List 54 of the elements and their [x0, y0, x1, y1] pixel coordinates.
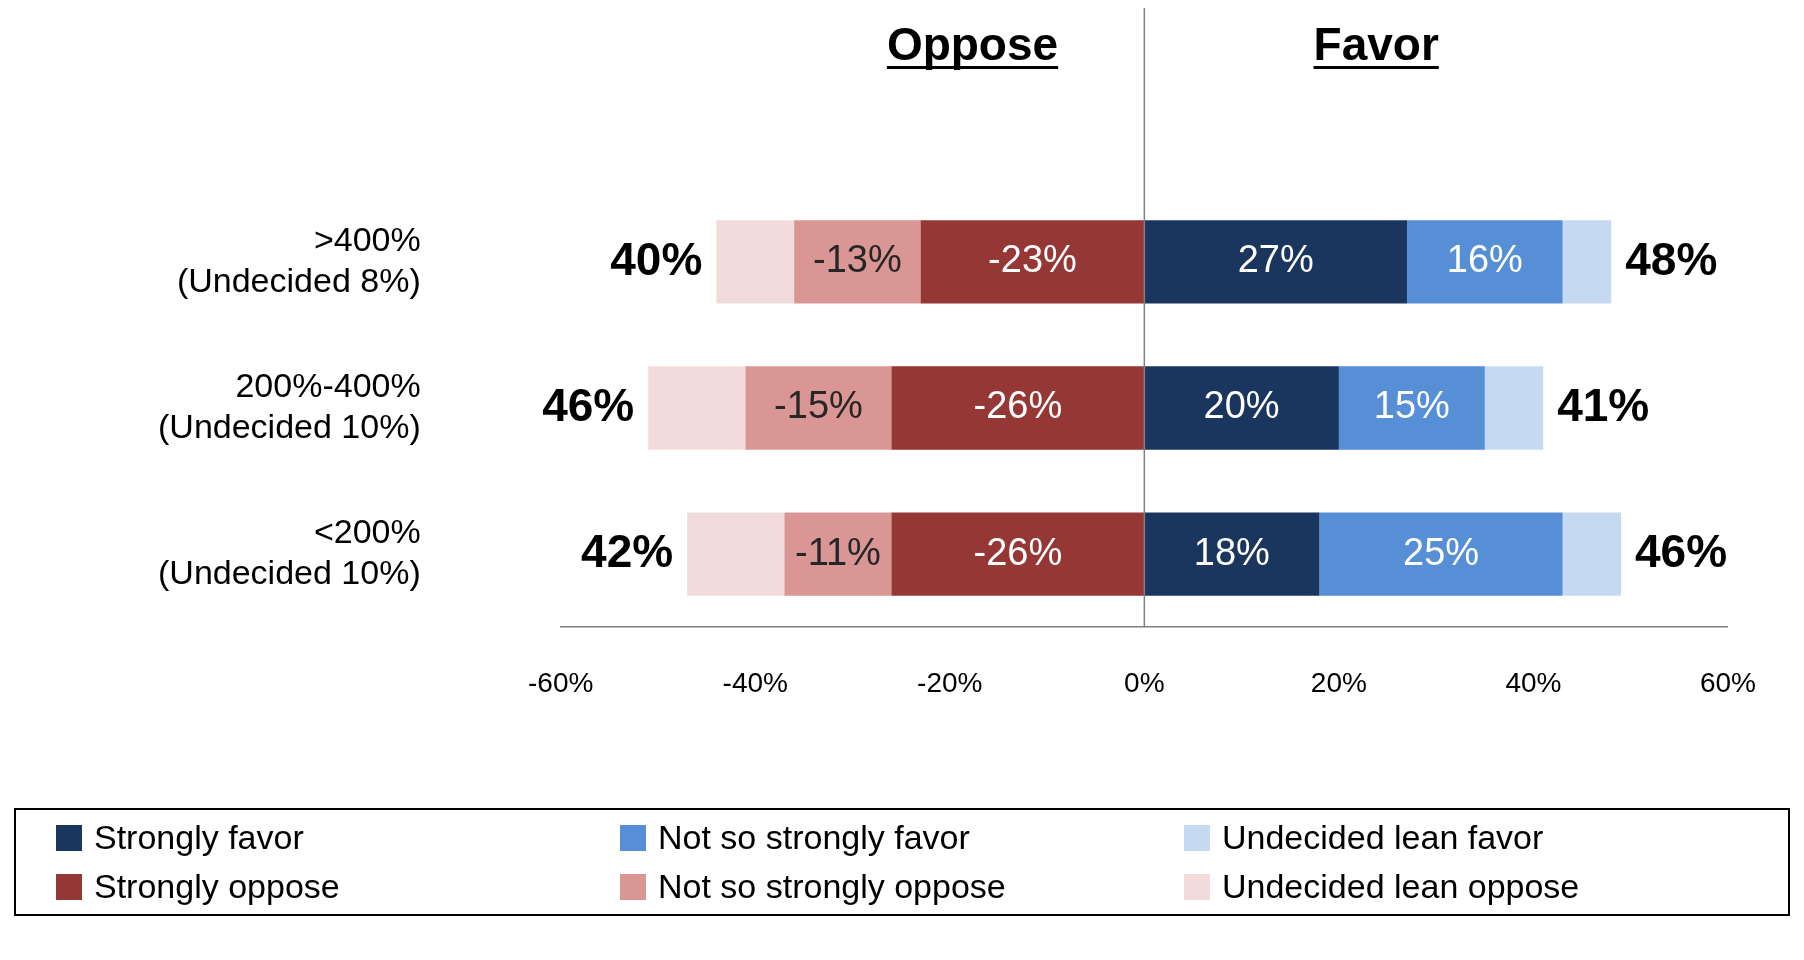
bar	[1319, 512, 1563, 596]
x-tick-label: -40%	[722, 666, 788, 698]
data-label: -11%	[794, 530, 881, 573]
data-label: 18%	[1193, 530, 1270, 573]
bar	[1484, 366, 1544, 450]
x-tick-label: 40%	[1505, 666, 1562, 698]
annotation: 46%	[1634, 524, 1728, 577]
bar	[891, 512, 1145, 596]
annotation: 41%	[1557, 378, 1650, 431]
data-label: -26%	[973, 384, 1063, 427]
x-tick-label: 20%	[1310, 666, 1367, 698]
bar	[1562, 220, 1612, 304]
bar	[784, 512, 892, 596]
x-tick-label: 0%	[1124, 666, 1165, 698]
x-tick-label: 60%	[1699, 666, 1756, 698]
data-label: 25%	[1402, 530, 1480, 573]
data-label: 16%	[1446, 238, 1523, 281]
bar	[716, 220, 795, 304]
x-tick-label: -60%	[528, 666, 594, 698]
annotation: 40%	[610, 232, 703, 285]
y-tick-label: 200%-400% (Undecided 10%)	[158, 365, 421, 445]
annotation: 46%	[542, 378, 635, 431]
bar	[1144, 366, 1339, 450]
bar	[1144, 220, 1407, 304]
data-label: -23%	[988, 238, 1077, 281]
data-label: -15%	[774, 384, 863, 427]
bar	[794, 220, 921, 304]
legend-label: Strongly favor	[94, 818, 304, 857]
bar	[745, 366, 892, 450]
bar	[687, 512, 785, 596]
legend-label: Strongly oppose	[94, 867, 340, 906]
legend-label: Not so strongly oppose	[658, 867, 1006, 906]
data-label: 15%	[1373, 384, 1450, 427]
y-tick-label: >400% (Undecided 8%)	[176, 219, 421, 299]
data-label: -13%	[813, 238, 902, 281]
bar	[1562, 512, 1621, 596]
annotation: 42%	[581, 524, 674, 577]
data-label: -26%	[973, 530, 1063, 573]
legend-label: Not so strongly favor	[658, 818, 970, 857]
x-tick-label: -20%	[917, 666, 983, 698]
text: Oppose	[886, 18, 1059, 70]
legend-label: Undecided lean oppose	[1222, 867, 1580, 906]
data-label: 20%	[1203, 384, 1280, 427]
bar	[648, 366, 746, 450]
text: Favor	[1313, 18, 1439, 70]
bar	[1144, 512, 1320, 596]
y-tick-label: <200% (Undecided 10%)	[158, 512, 421, 591]
legend-label: Undecided lean favor	[1222, 818, 1544, 857]
bar	[891, 366, 1145, 450]
bar	[1338, 366, 1485, 450]
data-label: 27%	[1237, 238, 1314, 281]
annotation: 48%	[1625, 232, 1718, 285]
bar	[1406, 220, 1563, 304]
bar	[920, 220, 1145, 304]
